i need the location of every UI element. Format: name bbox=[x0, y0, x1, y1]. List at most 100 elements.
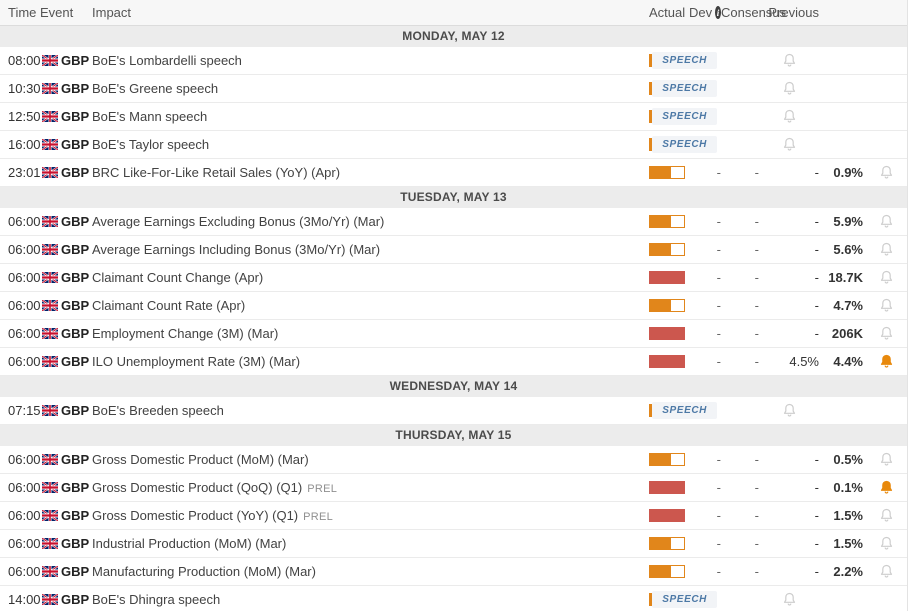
event-time: 06:00 bbox=[8, 480, 41, 495]
alert-cell bbox=[865, 535, 907, 552]
dev-value: - bbox=[754, 508, 759, 523]
event-title-cell[interactable]: Gross Domestic Product (MoM) (Mar) bbox=[92, 452, 649, 467]
event-title: BRC Like-For-Like Retail Sales (YoY) (Ap… bbox=[92, 165, 341, 180]
event-title-cell[interactable]: Claimant Count Change (Apr) bbox=[92, 270, 649, 285]
dev-value: - bbox=[754, 564, 759, 579]
event-row[interactable]: 06:00 GBP ILO Unemployment Rate (3M) (Ma… bbox=[0, 348, 907, 376]
calendar-body: MONDAY, MAY 12 08:00 GBP BoE's Lombardel… bbox=[0, 26, 907, 611]
currency-label: GBP bbox=[61, 109, 90, 124]
event-title-cell[interactable]: Average Earnings Excluding Bonus (3Mo/Yr… bbox=[92, 214, 649, 229]
bell-icon[interactable] bbox=[781, 591, 798, 608]
event-row[interactable]: 10:30 GBP BoE's Greene speech SPEECH bbox=[0, 75, 907, 103]
day-section: MONDAY, MAY 12 08:00 GBP BoE's Lombardel… bbox=[0, 26, 907, 187]
alert-cell bbox=[865, 297, 907, 314]
event-row[interactable]: 23:01 GBP BRC Like-For-Like Retail Sales… bbox=[0, 159, 907, 187]
impact-indicator bbox=[649, 299, 685, 312]
day-section: THURSDAY, MAY 15 06:00 GBP Gross Domesti… bbox=[0, 425, 907, 611]
event-title: BoE's Breeden speech bbox=[92, 403, 224, 418]
event-title-cell[interactable]: BoE's Lombardelli speech bbox=[92, 53, 649, 68]
event-row[interactable]: 06:00 GBP Claimant Count Rate (Apr) - - … bbox=[0, 292, 907, 320]
bell-icon[interactable] bbox=[878, 451, 895, 468]
event-title-cell[interactable]: Gross Domestic Product (YoY) (Q1) PREL bbox=[92, 508, 649, 523]
bell-icon[interactable] bbox=[781, 52, 798, 69]
event-row[interactable]: 06:00 GBP Gross Domestic Product (YoY) (… bbox=[0, 502, 907, 530]
event-row[interactable]: 06:00 GBP Claimant Count Change (Apr) - … bbox=[0, 264, 907, 292]
bell-icon[interactable] bbox=[878, 164, 895, 181]
event-row[interactable]: 07:15 GBP BoE's Breeden speech SPEECH bbox=[0, 397, 907, 425]
bell-icon[interactable] bbox=[781, 402, 798, 419]
gbp-flag-icon bbox=[42, 356, 58, 367]
event-title-cell[interactable]: BRC Like-For-Like Retail Sales (YoY) (Ap… bbox=[92, 165, 649, 180]
column-header-consensus: Consensus bbox=[721, 5, 787, 20]
event-row[interactable]: 12:50 GBP BoE's Mann speech SPEECH bbox=[0, 103, 907, 131]
event-title-cell[interactable]: Industrial Production (MoM) (Mar) bbox=[92, 536, 649, 551]
bell-icon[interactable] bbox=[781, 136, 798, 153]
gbp-flag-icon bbox=[42, 55, 58, 66]
event-row[interactable]: 06:00 GBP Employment Change (3M) (Mar) -… bbox=[0, 320, 907, 348]
bell-icon[interactable] bbox=[878, 269, 895, 286]
event-title-cell[interactable]: BoE's Dhingra speech bbox=[92, 592, 649, 607]
column-header-actual: Actual bbox=[649, 5, 686, 20]
event-title: Gross Domestic Product (QoQ) (Q1) bbox=[92, 480, 303, 495]
gbp-flag-icon bbox=[42, 272, 58, 283]
alert-cell bbox=[759, 402, 819, 419]
bell-icon[interactable] bbox=[781, 108, 798, 125]
currency-label: GBP bbox=[61, 403, 90, 418]
actual-value: - bbox=[716, 480, 721, 495]
bell-icon[interactable] bbox=[878, 297, 895, 314]
info-icon[interactable]: i bbox=[715, 6, 721, 19]
event-title-cell[interactable]: BoE's Greene speech bbox=[92, 81, 649, 96]
bell-icon[interactable] bbox=[878, 563, 895, 580]
event-title-cell[interactable]: ILO Unemployment Rate (3M) (Mar) bbox=[92, 354, 649, 369]
event-row[interactable]: 14:00 GBP BoE's Dhingra speech SPEECH bbox=[0, 586, 907, 611]
event-time: 06:00 bbox=[8, 564, 41, 579]
event-row[interactable]: 06:00 GBP Average Earnings Including Bon… bbox=[0, 236, 907, 264]
event-title: Gross Domestic Product (MoM) (Mar) bbox=[92, 452, 309, 467]
bell-icon[interactable] bbox=[878, 479, 895, 496]
consensus-cell: SPEECH bbox=[652, 80, 721, 97]
currency-label: GBP bbox=[61, 592, 90, 607]
alert-cell bbox=[759, 52, 819, 69]
currency-label: GBP bbox=[61, 508, 90, 523]
impact-indicator bbox=[649, 327, 685, 340]
event-row[interactable]: 06:00 GBP Manufacturing Production (MoM)… bbox=[0, 558, 907, 586]
event-title-cell[interactable]: Gross Domestic Product (QoQ) (Q1) PREL bbox=[92, 480, 649, 495]
gbp-flag-icon bbox=[42, 482, 58, 493]
event-title: Industrial Production (MoM) (Mar) bbox=[92, 536, 287, 551]
event-title-cell[interactable]: BoE's Breeden speech bbox=[92, 403, 649, 418]
consensus-cell: SPEECH bbox=[652, 52, 721, 69]
event-row[interactable]: 06:00 GBP Gross Domestic Product (QoQ) (… bbox=[0, 474, 907, 502]
consensus-cell: - bbox=[759, 452, 819, 467]
event-title-cell[interactable]: BoE's Taylor speech bbox=[92, 137, 649, 152]
gbp-flag-icon bbox=[42, 139, 58, 150]
alert-cell bbox=[759, 80, 819, 97]
event-row[interactable]: 06:00 GBP Gross Domestic Product (MoM) (… bbox=[0, 446, 907, 474]
gbp-flag-icon bbox=[42, 300, 58, 311]
bell-icon[interactable] bbox=[878, 507, 895, 524]
bell-icon[interactable] bbox=[878, 353, 895, 370]
event-title-cell[interactable]: Average Earnings Including Bonus (3Mo/Yr… bbox=[92, 242, 649, 257]
actual-value: - bbox=[716, 298, 721, 313]
currency-label: GBP bbox=[61, 81, 90, 96]
impact-cell bbox=[649, 327, 689, 340]
event-row[interactable]: 16:00 GBP BoE's Taylor speech SPEECH bbox=[0, 131, 907, 159]
actual-value: - bbox=[716, 452, 721, 467]
impact-cell bbox=[649, 453, 689, 466]
event-title: Employment Change (3M) (Mar) bbox=[92, 326, 279, 341]
bell-icon[interactable] bbox=[878, 213, 895, 230]
event-row[interactable]: 06:00 GBP Industrial Production (MoM) (M… bbox=[0, 530, 907, 558]
event-row[interactable]: 08:00 GBP BoE's Lombardelli speech SPEEC… bbox=[0, 47, 907, 75]
event-title-cell[interactable]: Claimant Count Rate (Apr) bbox=[92, 298, 649, 313]
currency-cell: GBP bbox=[40, 109, 92, 124]
bell-icon[interactable] bbox=[781, 80, 798, 97]
bell-icon[interactable] bbox=[878, 325, 895, 342]
consensus-cell: SPEECH bbox=[652, 108, 721, 125]
column-header-event: Event bbox=[40, 5, 74, 20]
bell-icon[interactable] bbox=[878, 535, 895, 552]
previous-value: 1.5% bbox=[833, 536, 863, 551]
event-title-cell[interactable]: Manufacturing Production (MoM) (Mar) bbox=[92, 564, 649, 579]
event-title-cell[interactable]: Employment Change (3M) (Mar) bbox=[92, 326, 649, 341]
event-title-cell[interactable]: BoE's Mann speech bbox=[92, 109, 649, 124]
bell-icon[interactable] bbox=[878, 241, 895, 258]
event-row[interactable]: 06:00 GBP Average Earnings Excluding Bon… bbox=[0, 208, 907, 236]
